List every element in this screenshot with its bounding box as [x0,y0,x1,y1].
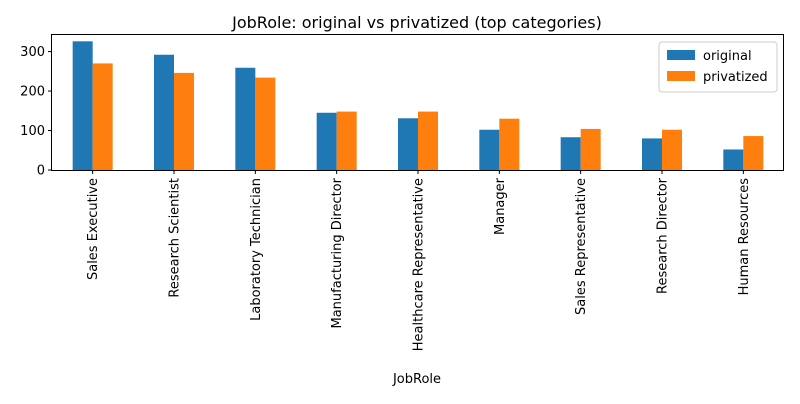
y-tick-label-1: 100 [20,124,45,139]
y-tick-label-2: 200 [20,85,45,100]
bar-original-2 [235,67,256,170]
y-tick-label-3: 300 [20,45,45,60]
x-tick-label-6: Sales Representative [574,178,589,315]
bar-original-4 [398,118,418,170]
y-tick-label-0: 0 [37,164,45,179]
bar-original-8 [723,149,744,170]
x-tick-label-2: Laboratory Technician [249,178,264,321]
x-tick-label-8: Human Resources [737,178,752,296]
y-axis: 0 100 200 300 [20,45,52,179]
bar-original-0 [72,41,93,170]
x-tick-label-1: Research Scientist [168,178,183,298]
bars-layer [72,41,764,170]
x-tick-label-3: Manufacturing Director [330,177,345,328]
x-axis-label: JobRole [392,372,441,387]
bar-privatized-0 [92,63,113,170]
x-tick-label-0: Sales Executive [86,178,101,280]
bar-original-5 [479,129,500,170]
bar-privatized-4 [418,111,438,170]
bar-original-6 [560,137,581,170]
plot-frame [51,34,784,171]
bar-privatized-6 [580,128,601,170]
bar-original-7 [642,138,662,170]
bar-privatized-7 [662,129,682,170]
bar-privatized-3 [336,111,357,170]
x-axis: Sales Executive Research Scientist Laborat… [86,170,752,351]
bar-privatized-8 [743,136,764,170]
bar-privatized-5 [499,118,520,170]
bar-original-3 [316,112,337,170]
legend: original privatized [658,41,778,93]
bar-original-1 [154,54,174,170]
legend-label-privatized: privatized [703,70,768,85]
x-tick-label-4: Healthcare Representative [412,178,427,351]
x-tick-label-7: Research Director [656,177,671,294]
legend-swatch-privatized [667,71,695,81]
legend-label-original: original [703,49,752,64]
chart-title: JobRole: original vs privatized (top cat… [231,13,602,32]
x-tick-label-5: Manager [493,177,508,235]
legend-swatch-original [667,50,695,60]
bar-privatized-1 [174,72,194,170]
bar-privatized-2 [255,77,276,170]
